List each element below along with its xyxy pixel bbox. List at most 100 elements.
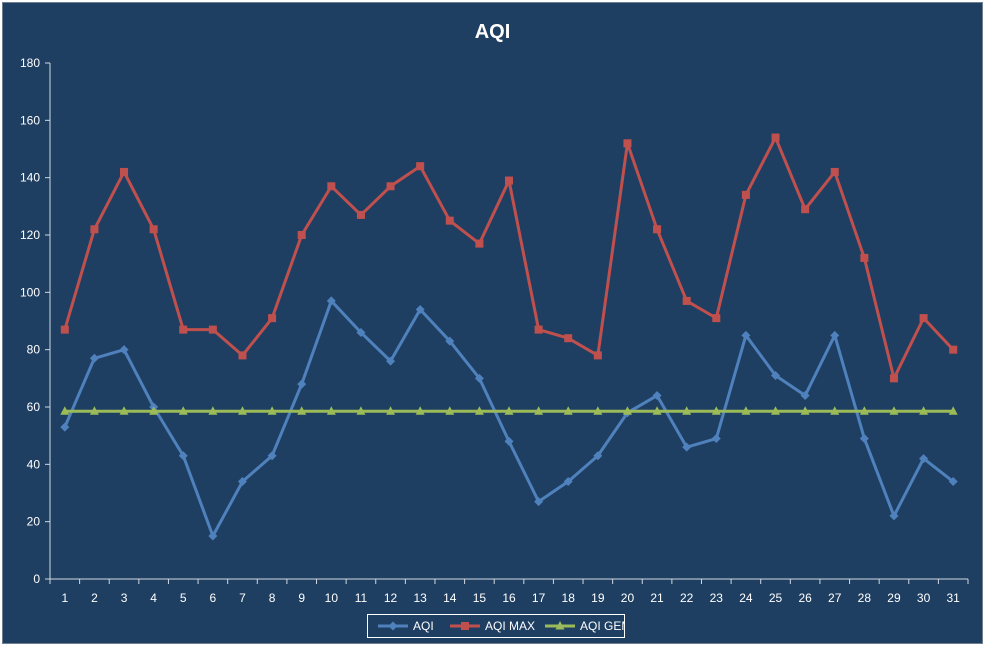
data-point: [415, 305, 425, 315]
legend-label: AQI MAX: [485, 619, 535, 633]
x-tick-label: 27: [828, 591, 842, 605]
y-tick-label: 140: [20, 171, 40, 185]
data-point: [475, 239, 484, 248]
data-point: [474, 406, 484, 415]
y-tick-label: 20: [27, 515, 41, 529]
data-point: [90, 225, 99, 234]
x-tick-label: 4: [150, 591, 157, 605]
data-point: [268, 314, 277, 323]
data-point: [326, 296, 336, 306]
data-point: [771, 133, 780, 142]
data-point: [119, 345, 129, 355]
data-point: [652, 391, 662, 401]
x-tick-label: 28: [858, 591, 872, 605]
data-point: [178, 451, 188, 461]
data-point: [60, 422, 70, 432]
data-point: [356, 210, 365, 219]
data-point: [711, 434, 721, 444]
data-point: [504, 406, 514, 415]
data-point: [830, 406, 840, 415]
data-point: [889, 374, 898, 383]
data-point: [120, 167, 129, 176]
data-point: [919, 454, 929, 464]
data-point: [178, 406, 188, 415]
x-tick-label: 26: [798, 591, 812, 605]
x-tick-label: 24: [739, 591, 753, 605]
data-point: [563, 406, 573, 415]
data-point: [682, 406, 692, 415]
data-point: [712, 314, 721, 323]
data-point: [534, 325, 543, 334]
x-tick-label: 17: [532, 591, 546, 605]
x-tick-label: 18: [562, 591, 576, 605]
x-tick-label: 9: [298, 591, 305, 605]
data-point: [445, 216, 454, 225]
x-tick-label: 23: [710, 591, 724, 605]
data-point: [356, 406, 366, 415]
data-point: [593, 351, 602, 360]
series-aqi-max: [60, 133, 958, 383]
x-tick-label: 6: [210, 591, 217, 605]
data-point: [386, 406, 396, 415]
data-point: [741, 330, 751, 340]
series-aqi-gem: [60, 406, 958, 415]
data-point: [60, 325, 69, 334]
legend-label: AQI GEM: [580, 619, 624, 633]
data-point: [327, 182, 336, 191]
data-point: [297, 406, 307, 415]
data-point: [445, 336, 455, 346]
legend-marker: [461, 622, 469, 630]
y-tick-label: 40: [27, 457, 41, 471]
data-point: [948, 406, 958, 415]
data-point: [889, 406, 899, 415]
y-tick-label: 100: [20, 285, 40, 299]
series-line: [63, 299, 955, 538]
data-point: [830, 167, 839, 176]
data-point: [860, 253, 869, 262]
x-tick-label: 2: [91, 591, 98, 605]
x-tick-label: 19: [591, 591, 605, 605]
data-point: [711, 406, 721, 415]
data-point: [297, 231, 306, 239]
x-tick-label: 22: [680, 591, 694, 605]
data-point: [948, 477, 958, 487]
data-point: [297, 379, 307, 389]
x-tick-label: 15: [473, 591, 487, 605]
data-point: [830, 330, 840, 340]
data-point: [682, 296, 691, 305]
x-tick-label: 11: [355, 591, 368, 605]
legend-marker: [388, 621, 398, 631]
data-point: [60, 406, 70, 415]
data-point: [504, 436, 514, 446]
series-aqi: [60, 296, 958, 541]
x-tick-label: 1: [61, 591, 68, 605]
data-point: [622, 406, 632, 415]
y-tick-label: 60: [27, 400, 41, 414]
data-point: [889, 511, 899, 521]
data-point: [89, 353, 99, 363]
data-point: [534, 406, 544, 415]
data-point: [267, 406, 277, 415]
legend-entry: AQI MAX: [450, 619, 535, 633]
legend: AQI AQI MAX AQI GEM: [367, 614, 625, 638]
y-tick-label: 120: [20, 228, 40, 242]
data-point: [771, 406, 781, 415]
data-point: [356, 327, 366, 337]
legend-marker: [555, 621, 565, 630]
y-tick-label: 80: [27, 343, 41, 357]
data-point: [919, 314, 928, 323]
data-point: [386, 182, 395, 191]
data-point: [919, 406, 929, 415]
data-point: [653, 225, 662, 234]
data-point: [208, 531, 218, 541]
data-point: [801, 205, 810, 214]
x-tick-label: 30: [917, 591, 931, 605]
x-tick-label: 8: [269, 591, 276, 605]
data-point: [416, 162, 425, 171]
data-point: [534, 497, 544, 507]
x-tick-label: 21: [650, 591, 664, 605]
data-point: [474, 373, 484, 383]
data-point: [741, 406, 751, 415]
